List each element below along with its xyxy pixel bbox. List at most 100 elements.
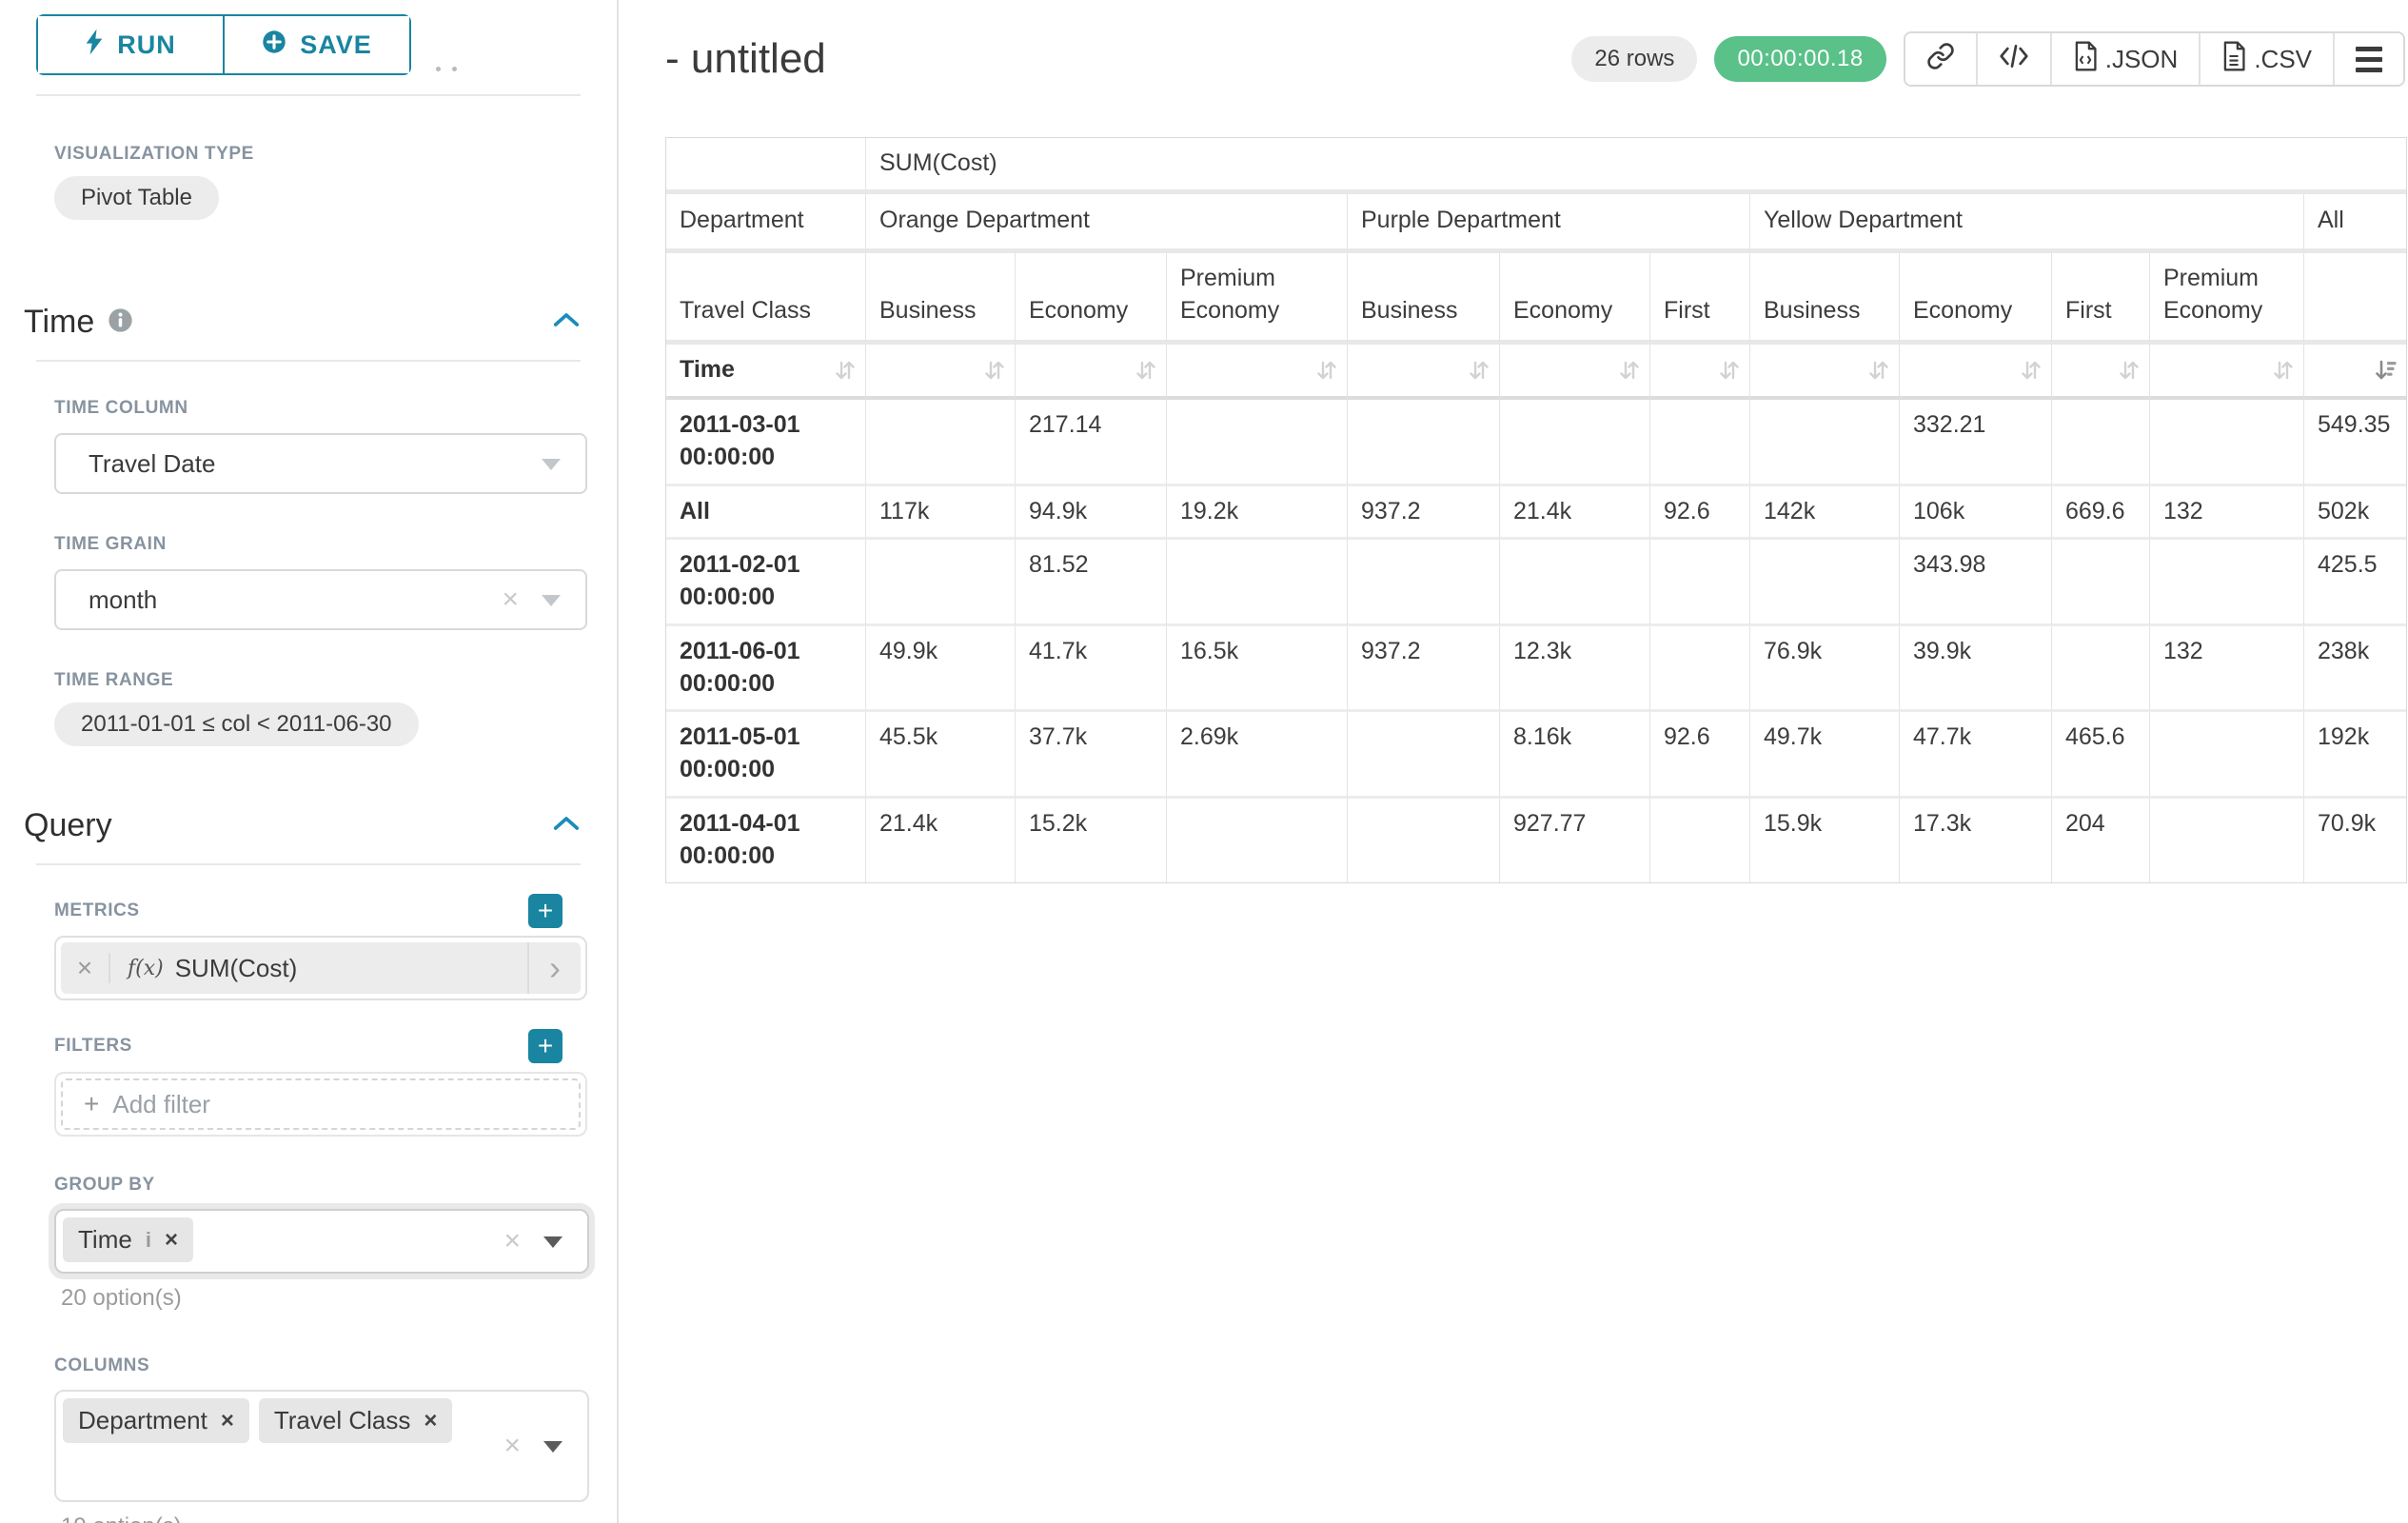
group-by-select[interactable]: Time i × × (54, 1209, 589, 1274)
group-by-chip[interactable]: Time i × (63, 1217, 193, 1262)
chart-header: - untitled 26 rows 00:00:00.18 (665, 29, 2405, 89)
chevron-up-icon[interactable] (552, 310, 581, 334)
plus-icon: + (84, 1089, 100, 1118)
columns-chip[interactable]: Department × (63, 1398, 249, 1443)
pivot-class-header (2304, 253, 2407, 346)
pivot-sort-header[interactable] (1016, 345, 1167, 400)
pivot-sort-header[interactable] (866, 345, 1016, 400)
header-toolbar: 26 rows 00:00:00.18 .JSON (1571, 31, 2405, 87)
pivot-cell: 15.9k (1750, 798, 1900, 882)
chevron-down-icon (543, 1236, 563, 1248)
pivot-cell: 45.5k (866, 712, 1016, 799)
remove-chip-icon[interactable]: × (220, 1407, 234, 1434)
pivot-sort-header[interactable] (2150, 345, 2304, 400)
pivot-cell: 549.35 (2304, 400, 2407, 486)
metric-pill[interactable]: × f(x) SUM(Cost) › (61, 942, 581, 994)
pivot-sort-header[interactable] (1650, 345, 1750, 400)
pivot-class-header: Premium Economy (1167, 252, 1348, 346)
pivot-cell (1650, 625, 1750, 713)
visualization-type-label: VISUALIZATION TYPE (54, 144, 254, 164)
export-json-button[interactable]: .JSON (2049, 33, 2200, 85)
pivot-cell (2150, 400, 2304, 486)
remove-chip-icon[interactable]: × (424, 1407, 438, 1434)
columns-chip[interactable]: Travel Class × (258, 1398, 453, 1443)
pivot-cell: 142k (1750, 485, 1900, 541)
save-button[interactable]: SAVE (223, 16, 409, 73)
pivot-sort-header[interactable] (1348, 345, 1500, 400)
time-range-pill[interactable]: 2011-01-01 ≤ col < 2011-06-30 (54, 702, 419, 746)
clear-icon[interactable]: × (502, 583, 519, 615)
pivot-cell: 47.7k (1900, 712, 2052, 799)
pivot-class-header: Business (866, 252, 1016, 346)
columns-select[interactable]: Department × Travel Class × × (54, 1390, 589, 1502)
scroll-dots (436, 67, 457, 71)
pivot-cell: 669.6 (2052, 485, 2150, 541)
row-count-badge: 26 rows (1571, 36, 1698, 82)
query-section-title: Query (24, 807, 112, 843)
pivot-time-sort-header[interactable]: Time (666, 345, 866, 400)
pivot-row-dimension-label: Department (666, 193, 866, 253)
chart-title[interactable]: - untitled (665, 35, 826, 82)
pivot-sort-header[interactable] (1750, 345, 1900, 400)
pivot-cell: 49.7k (1750, 712, 1900, 799)
info-icon[interactable] (108, 307, 133, 338)
pivot-cell: 81.52 (1016, 540, 1167, 626)
table-row: All 117k 94.9k 19.2k 937.2 21.4k 92.6 142k 106k 6… (666, 485, 2407, 541)
pivot-sort-header[interactable] (2304, 345, 2407, 400)
pivot-department-header: Yellow Department (1750, 193, 2304, 253)
remove-metric-icon[interactable]: × (61, 953, 110, 983)
sort-icon (1317, 361, 1336, 380)
add-metric-button[interactable]: + (528, 894, 563, 928)
pivot-sort-header[interactable] (1167, 345, 1348, 400)
add-filter-button[interactable]: + (528, 1029, 563, 1063)
time-section-header: Time (24, 304, 581, 341)
export-csv-button[interactable]: .CSV (2199, 33, 2333, 85)
run-button[interactable]: RUN (38, 16, 223, 73)
pivot-cell (1750, 540, 1900, 626)
file-csv-icon (2221, 41, 2246, 78)
pivot-cell (2052, 625, 2150, 713)
group-by-label: GROUP BY (54, 1175, 155, 1195)
menu-button[interactable] (2333, 33, 2403, 85)
pivot-class-header: Economy (1900, 252, 2052, 346)
pivot-class-header: Business (1750, 252, 1900, 346)
pivot-cell: 238k (2304, 626, 2407, 713)
pivot-table-container: SUM(Cost) Department Orange Department Purp… (665, 137, 2408, 883)
pivot-cell: 204 (2052, 798, 2150, 882)
share-link-button[interactable] (1905, 33, 1976, 85)
time-grain-label: TIME GRAIN (54, 534, 167, 554)
time-grain-select[interactable]: month × (54, 569, 587, 630)
pivot-cell: 37.7k (1016, 712, 1167, 799)
chevron-up-icon[interactable] (552, 814, 581, 838)
embed-code-button[interactable] (1975, 33, 2050, 85)
add-filter-dropzone[interactable]: + Add filter (61, 1078, 581, 1130)
chart-area: - untitled 26 rows 00:00:00.18 (619, 0, 2408, 1523)
pivot-cell: 425.5 (2304, 540, 2407, 626)
chevron-right-icon[interactable]: › (527, 942, 581, 994)
pivot-sort-header[interactable] (1500, 345, 1650, 400)
remove-chip-icon[interactable]: × (164, 1226, 178, 1253)
pivot-cell (1348, 798, 1500, 882)
pivot-cell: 15.2k (1016, 798, 1167, 882)
time-column-select[interactable]: Travel Date (54, 433, 587, 494)
pivot-cell (1750, 400, 1900, 486)
pivot-cell (1500, 400, 1650, 486)
metrics-header-row: METRICS + (54, 894, 563, 928)
pivot-cell: 937.2 (1348, 485, 1500, 541)
visualization-type-pill[interactable]: Pivot Table (54, 176, 219, 220)
chevron-down-icon (543, 1441, 563, 1453)
pivot-row-header: 2011-06-01 00:00:00 (666, 625, 866, 713)
metric-name: SUM(Cost) (174, 953, 298, 982)
pivot-class-header: Business (1348, 252, 1500, 346)
pivot-sort-header[interactable] (1900, 345, 2052, 400)
chevron-down-icon (542, 459, 561, 470)
link-icon (1926, 42, 1955, 77)
chevron-down-icon (542, 595, 561, 606)
pivot-sort-header[interactable] (2052, 345, 2150, 400)
pivot-col-dimension-label: Travel Class (666, 252, 866, 346)
clear-icon[interactable]: × (503, 1225, 521, 1256)
clear-icon[interactable]: × (503, 1430, 521, 1461)
pivot-cell: 192k (2304, 712, 2407, 799)
sort-icon (2120, 361, 2139, 380)
lightning-icon (85, 29, 104, 62)
